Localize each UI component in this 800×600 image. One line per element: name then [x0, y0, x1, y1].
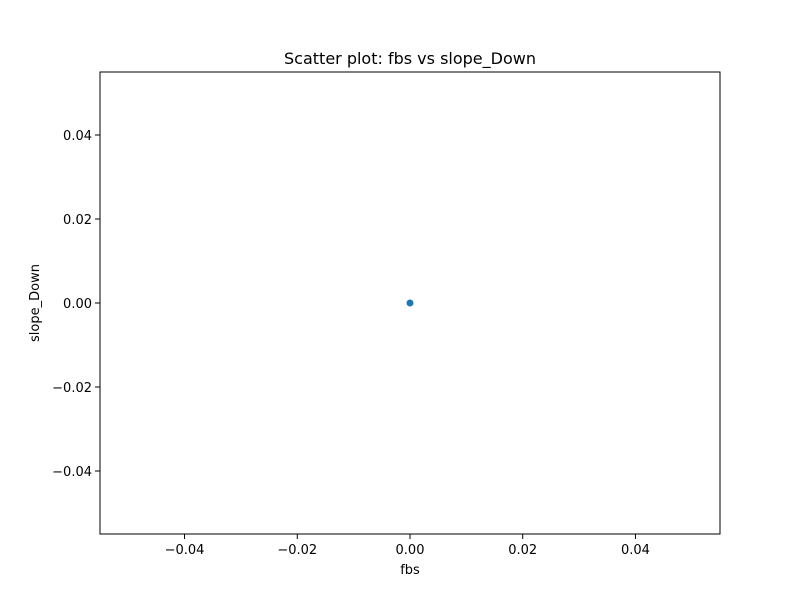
y-axis-label: slope_Down — [28, 264, 43, 342]
x-tick-label: 0.02 — [508, 543, 537, 558]
x-tick-label: 0.00 — [396, 543, 425, 558]
x-tick-label: −0.02 — [277, 543, 317, 558]
x-axis-ticks: −0.04 −0.02 0.00 0.02 0.04 — [165, 534, 650, 558]
data-point — [406, 299, 414, 307]
y-axis-ticks: −0.04 −0.02 0.00 0.02 0.04 — [52, 129, 100, 480]
x-tick-label: −0.04 — [165, 543, 205, 558]
x-axis-label: fbs — [400, 563, 420, 578]
y-tick-label: −0.02 — [52, 381, 92, 396]
y-tick-label: −0.04 — [52, 465, 92, 480]
data-points — [406, 299, 414, 307]
y-tick-label: 0.04 — [63, 129, 92, 144]
y-tick-label: 0.02 — [63, 213, 92, 228]
y-tick-label: 0.00 — [63, 297, 92, 312]
x-tick-label: 0.04 — [621, 543, 650, 558]
chart-title: Scatter plot: fbs vs slope_Down — [284, 49, 536, 69]
